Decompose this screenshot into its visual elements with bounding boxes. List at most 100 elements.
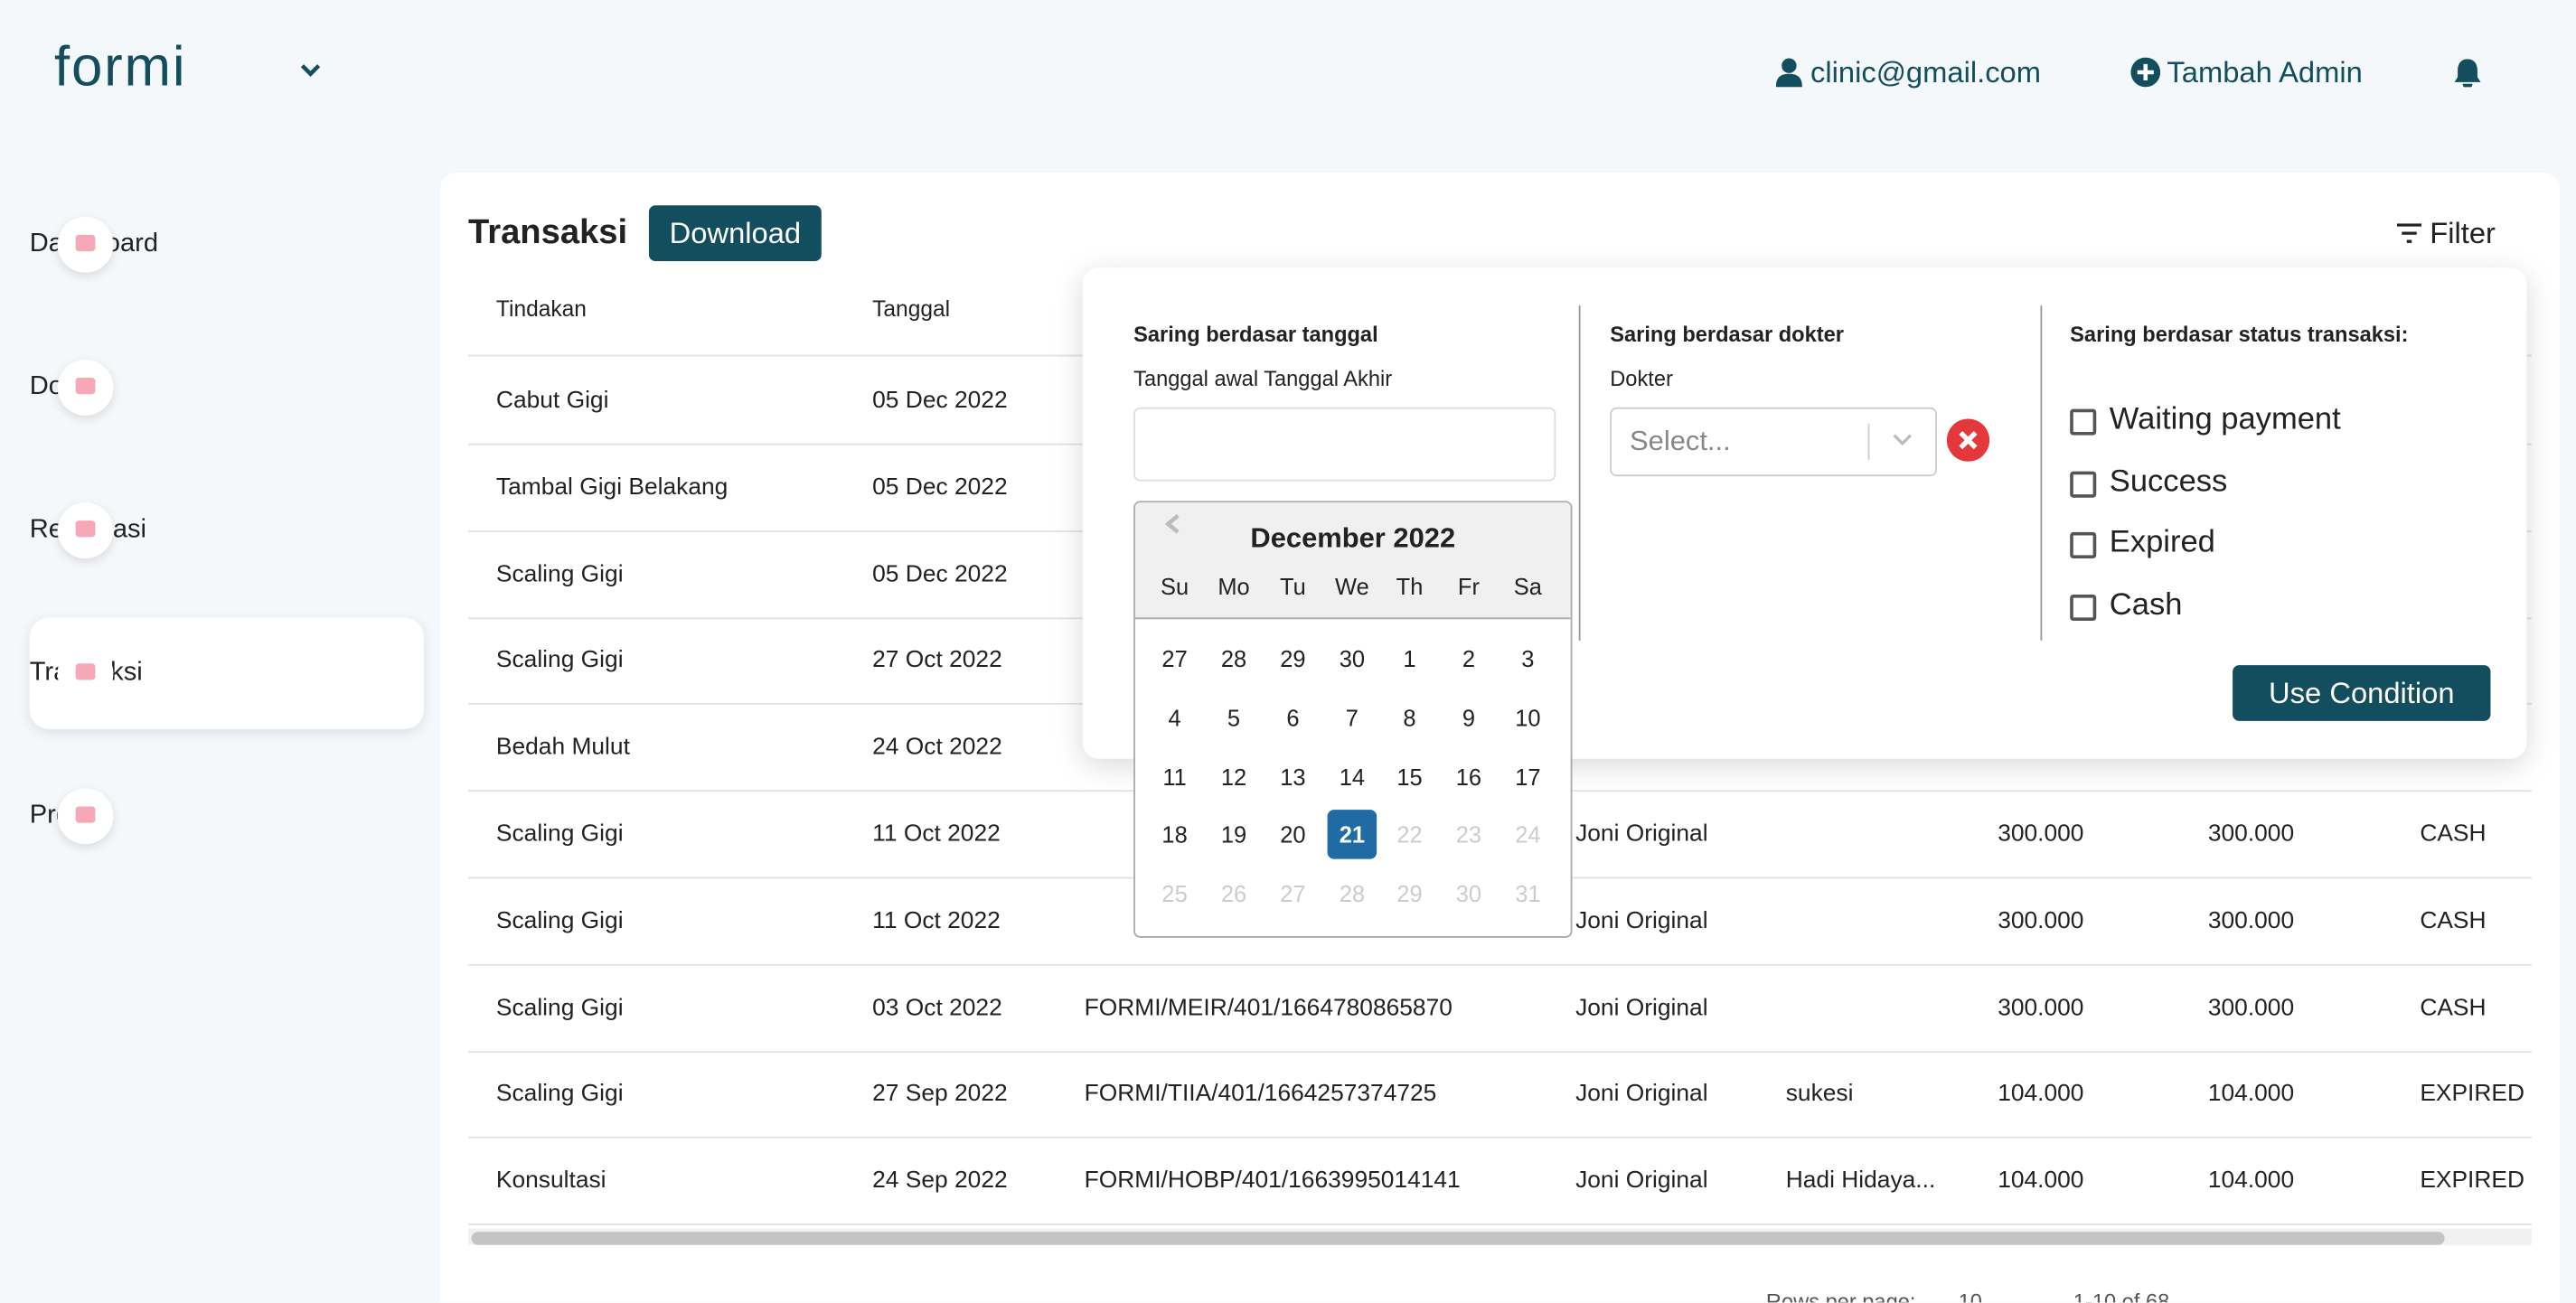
nav-icon	[57, 502, 114, 558]
clear-button[interactable]	[1946, 418, 1990, 462]
nav-icon	[57, 216, 114, 273]
calendar-day[interactable]: 10	[1515, 704, 1541, 731]
filter-icon	[2396, 223, 2422, 243]
table-cell: sukesi	[1785, 1081, 1854, 1108]
doctor-label: Dokter	[1610, 366, 1673, 391]
checkbox[interactable]	[2070, 470, 2097, 497]
calendar-day[interactable]: 14	[1339, 763, 1366, 790]
calendar-day[interactable]: 29	[1280, 645, 1306, 672]
date-input[interactable]	[1133, 407, 1556, 482]
nav-item[interactable]: Transaksi	[29, 617, 424, 730]
nav-icon	[57, 788, 114, 845]
calendar-day[interactable]: 3	[1521, 645, 1535, 672]
table-cell: 300.000	[2207, 994, 2295, 1021]
calendar-day[interactable]: 6	[1286, 704, 1300, 731]
bell-icon[interactable]	[2453, 58, 2483, 88]
calendar-day[interactable]: 12	[1220, 763, 1247, 790]
table-cell: 11 Oct 2022	[872, 907, 1001, 934]
table-cell: 300.000	[1998, 820, 2084, 848]
table-cell: Hadi Hidaya...	[1785, 1167, 1936, 1195]
calendar-day: 23	[1455, 821, 1482, 848]
calendar-day[interactable]: 21	[1327, 810, 1377, 860]
logo[interactable]: formi	[53, 35, 187, 99]
column-header: Tindakan	[495, 296, 587, 322]
calendar-day[interactable]: 28	[1220, 645, 1247, 672]
status-option[interactable]: Cash	[2109, 586, 2183, 622]
table-cell: CASH	[2420, 994, 2487, 1021]
doctor-heading: Saring berdasar dokter	[1610, 322, 1844, 347]
calendar	[1133, 501, 1573, 938]
select-chevron[interactable]	[1891, 432, 1913, 448]
table-cell: Joni Original	[1575, 1081, 1708, 1108]
calendar-day[interactable]: 18	[1161, 821, 1188, 848]
table-cell: Joni Original	[1575, 907, 1708, 934]
calendar-day: 31	[1515, 880, 1541, 907]
status-option[interactable]: Waiting payment	[2109, 402, 2341, 437]
page-range: 1-10 of 68	[2073, 1289, 2170, 1303]
logo-dropdown[interactable]	[299, 62, 322, 79]
status-option[interactable]: Expired	[2109, 525, 2215, 560]
checkbox[interactable]	[2070, 408, 2097, 436]
table-cell: 05 Dec 2022	[872, 560, 1008, 587]
table-cell: 300.000	[2207, 907, 2295, 934]
rows-label: Rows per page:	[1765, 1289, 1916, 1303]
status-option[interactable]: Success	[2109, 464, 2228, 499]
scroll-thumb[interactable]	[471, 1232, 2445, 1245]
table-cell: Joni Original	[1575, 994, 1708, 1021]
nav-item[interactable]: Produk	[30, 761, 424, 873]
nav-item[interactable]: Dashboard	[30, 189, 424, 301]
calendar-day[interactable]: 30	[1339, 645, 1366, 672]
checkbox[interactable]	[2070, 594, 2097, 621]
nav-item[interactable]: Dokter	[30, 332, 424, 444]
checkbox[interactable]	[2070, 531, 2097, 558]
table-cell: Scaling Gigi	[495, 560, 624, 587]
calendar-day[interactable]: 4	[1168, 704, 1181, 731]
calendar-day[interactable]: 27	[1161, 645, 1188, 672]
row-divider	[468, 1137, 2532, 1139]
calendar-day[interactable]: 20	[1280, 821, 1306, 848]
table-cell: FORMI/TIIA/401/1664257374725	[1084, 1081, 1437, 1108]
calendar-day[interactable]: 13	[1280, 763, 1306, 790]
calendar-day: 25	[1161, 880, 1188, 907]
divider	[1578, 305, 1581, 641]
calendar-day[interactable]: 7	[1345, 704, 1359, 731]
table-cell: 11 Oct 2022	[872, 820, 1001, 848]
table-cell: Joni Original	[1575, 820, 1708, 848]
weekday: Tu	[1280, 573, 1306, 600]
user-icon	[1775, 58, 1802, 88]
nav-item[interactable]: Reservasi	[30, 474, 424, 586]
rows-select[interactable]: 10	[1958, 1289, 1982, 1303]
doctor-select[interactable]	[1610, 407, 1937, 477]
table-cell: Scaling Gigi	[495, 1081, 624, 1108]
prev-month[interactable]	[1163, 512, 1183, 535]
divider	[2040, 305, 2043, 641]
filter-button[interactable]: Filter	[2430, 216, 2496, 250]
table-cell: EXPIRED	[2420, 1167, 2525, 1195]
calendar-day[interactable]: 1	[1403, 645, 1416, 672]
column-header: Tanggal	[872, 296, 951, 322]
add-admin[interactable]: Tambah Admin	[2167, 55, 2363, 89]
calendar-day[interactable]: 17	[1515, 763, 1541, 790]
table-cell: 24 Sep 2022	[872, 1167, 1008, 1195]
calendar-day[interactable]: 16	[1455, 763, 1482, 790]
calendar-header	[1134, 502, 1571, 620]
calendar-day[interactable]: 8	[1403, 704, 1416, 731]
calendar-day[interactable]: 9	[1462, 704, 1476, 731]
user-email[interactable]: clinic@gmail.com	[1810, 55, 2042, 89]
calendar-day[interactable]: 2	[1462, 645, 1476, 672]
calendar-day[interactable]: 5	[1227, 704, 1241, 731]
calendar-day[interactable]: 11	[1162, 763, 1187, 790]
apply-button[interactable]: Use Condition	[2233, 665, 2491, 721]
separator	[1867, 423, 1870, 460]
table-cell: Tambal Gigi Belakang	[495, 473, 729, 501]
calendar-day: 24	[1515, 821, 1541, 848]
row-divider	[468, 963, 2532, 966]
weekday: Fr	[1457, 573, 1480, 600]
table-cell: 05 Dec 2022	[872, 473, 1008, 501]
calendar-day: 29	[1396, 880, 1423, 907]
calendar-day: 30	[1455, 880, 1482, 907]
download-button[interactable]: Download	[648, 205, 822, 261]
weekday: Th	[1396, 573, 1424, 600]
calendar-day[interactable]: 19	[1220, 821, 1247, 848]
calendar-day[interactable]: 15	[1396, 763, 1423, 790]
